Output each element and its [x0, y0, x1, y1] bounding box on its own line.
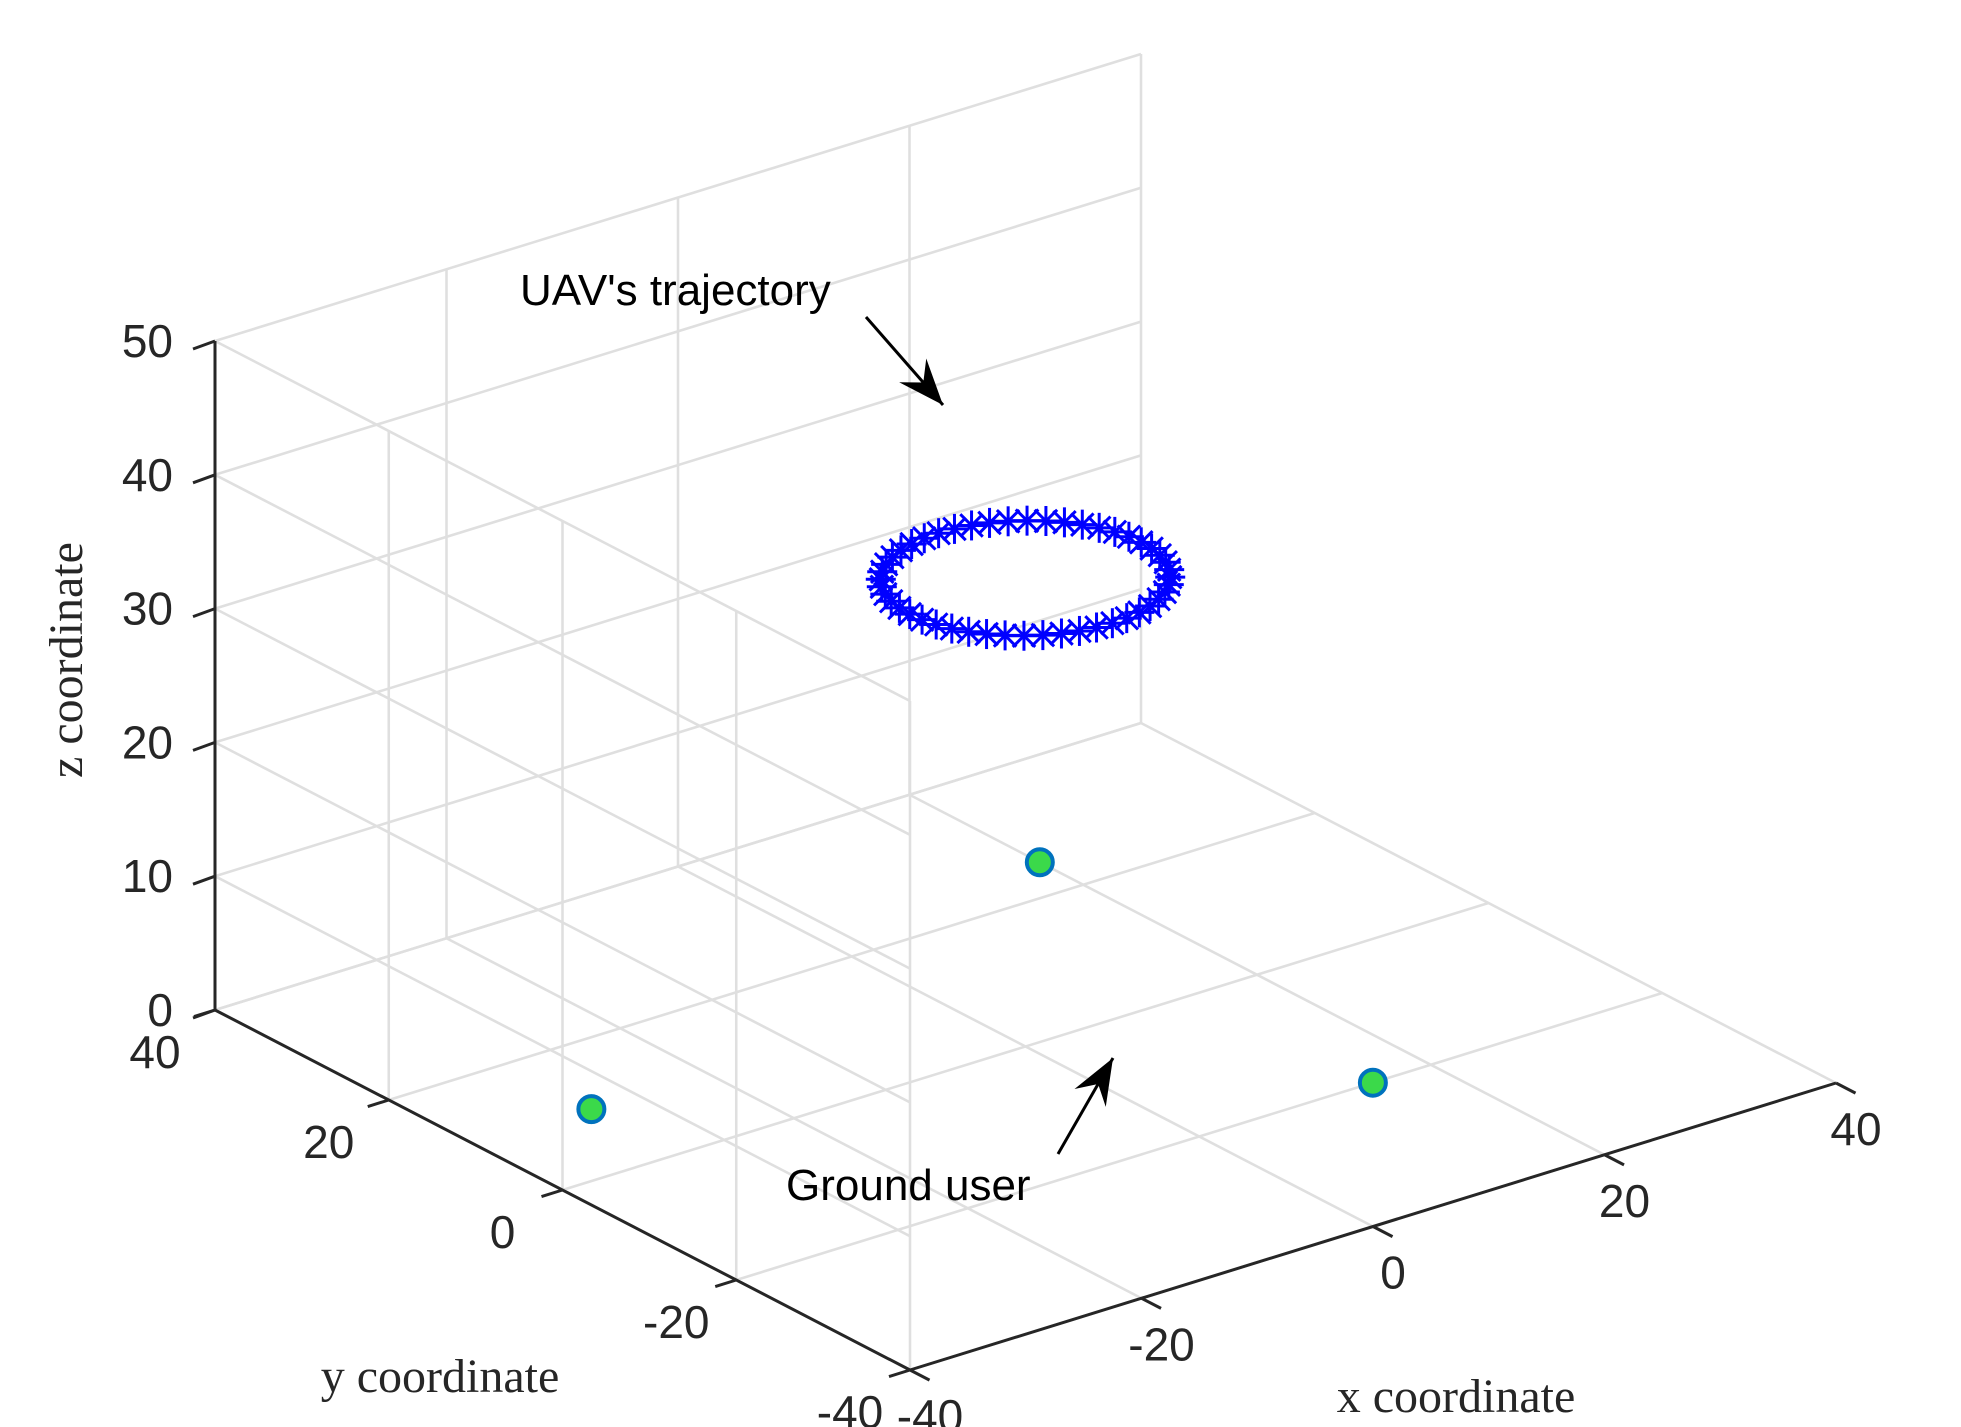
grid-lines: [213, 52, 1837, 1372]
grid-line-back-z: [214, 52, 1142, 343]
x-tick-mark: [1140, 1296, 1162, 1310]
x-tick-mark: [1603, 1153, 1625, 1167]
grid-line-back-z: [214, 320, 1142, 610]
grid-line-back-z: [214, 721, 1142, 1012]
z-tick-mark: [192, 1008, 216, 1020]
y-tick-label: 20: [303, 1116, 354, 1168]
ground-annotation-arrow-head: [1074, 1058, 1113, 1107]
trajectory-marker: [1027, 620, 1058, 651]
y-tick-label: 0: [490, 1206, 516, 1258]
grid-line-floor-y: [388, 811, 1316, 1102]
x-tick-mark: [1372, 1225, 1394, 1238]
y-tick-label: -40: [817, 1386, 883, 1427]
annotations: [864, 316, 1115, 1155]
x-axis-label: x coordinate: [1337, 1370, 1576, 1423]
z-tick-mark: [192, 473, 216, 485]
grid-line-floor-y: [562, 901, 1489, 1192]
z-tick-label: 50: [122, 315, 173, 367]
trajectory-marker: [894, 599, 925, 630]
z-tick-mark: [192, 874, 216, 886]
z-tick-mark: [192, 339, 216, 351]
trajectory-marker: [909, 523, 940, 554]
ground-user-marker: [576, 1094, 607, 1125]
ground-user-series: [576, 847, 1388, 1125]
uav-trajectory-annotation: UAV's trajectory: [520, 266, 831, 315]
uav-annotation-arrow-head: [899, 358, 943, 405]
z-tick-mark: [192, 740, 216, 752]
y-tick-mark: [541, 1188, 563, 1198]
x-tick-label: 20: [1599, 1175, 1650, 1227]
grid-line-side-z: [214, 339, 911, 703]
grid-line-side-z: [214, 741, 911, 1104]
ground-user-marker: [1357, 1067, 1388, 1098]
trajectory-marker: [921, 609, 952, 640]
grid-line-side-z: [214, 875, 911, 1238]
y-tick-mark: [888, 1368, 911, 1378]
trajectory-marker: [1012, 505, 1043, 536]
z-tick-label: 40: [122, 449, 173, 501]
x-tick-mark: [909, 1368, 931, 1382]
grid-line-side-z: [214, 607, 911, 970]
x-tick-label: 40: [1830, 1103, 1881, 1155]
y-axis-label: y coordinate: [321, 1350, 560, 1403]
y-tick-label: -20: [643, 1296, 709, 1348]
z-tick-label: 30: [122, 583, 173, 635]
trajectory-marker: [1111, 603, 1142, 634]
z-tick-label: 10: [122, 850, 173, 902]
y-tick-mark: [367, 1098, 390, 1108]
axes: [192, 339, 1857, 1382]
z-tick-label: 0: [147, 984, 173, 1036]
grid-line-floor-y: [735, 991, 1663, 1282]
x-tick-label: 0: [1380, 1247, 1406, 1299]
x-tick-label: -20: [1128, 1318, 1194, 1370]
trajectory-marker: [1136, 533, 1167, 564]
z-tick-label: 20: [122, 716, 173, 768]
z-tick-mark: [192, 607, 216, 619]
z-axis-label: z coordinate: [40, 542, 93, 778]
ground-user-marker: [1024, 847, 1055, 878]
grid-line-back-z: [214, 454, 1142, 744]
grid-line-side-z: [214, 473, 911, 836]
y-tick-mark: [714, 1278, 737, 1288]
grid-line-back-z: [214, 186, 1142, 477]
uav-trajectory-series: [865, 505, 1186, 651]
y-tick-label: 40: [129, 1026, 180, 1078]
x-tick-label: -40: [897, 1390, 963, 1427]
trajectory-marker: [1067, 509, 1098, 540]
ground-user-annotation: Ground user: [786, 1161, 1031, 1210]
x-tick-mark: [1835, 1081, 1857, 1095]
